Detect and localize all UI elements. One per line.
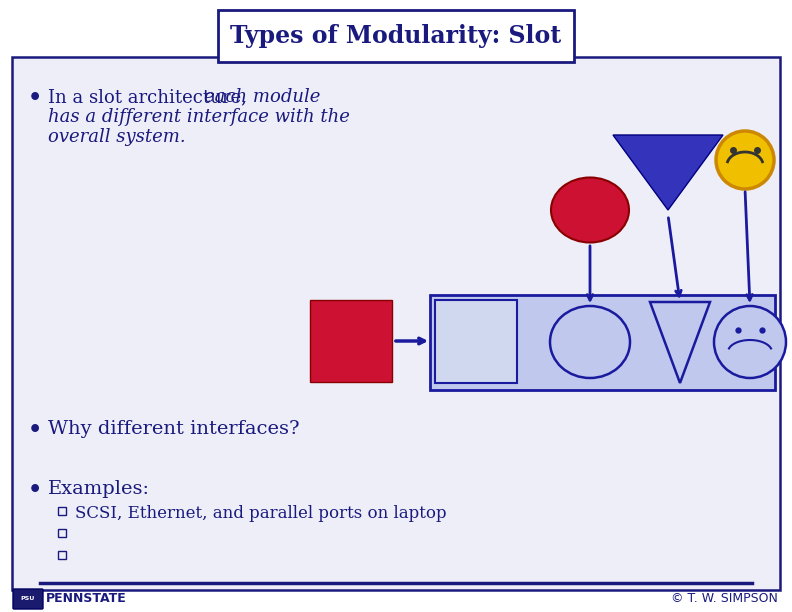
Bar: [435, 300, 517, 383]
Text: In a slot architecture,: In a slot architecture,: [48, 88, 253, 106]
Text: Types of Modularity: Slot: Types of Modularity: Slot: [230, 24, 562, 48]
FancyBboxPatch shape: [12, 57, 780, 590]
Text: overall system.: overall system.: [48, 128, 185, 146]
Text: PENNSTATE: PENNSTATE: [46, 592, 127, 605]
Text: has a different interface with the: has a different interface with the: [48, 108, 350, 126]
Bar: [310, 300, 392, 382]
Ellipse shape: [551, 177, 629, 242]
Bar: [58, 551, 66, 559]
Text: •: •: [28, 480, 42, 500]
Text: each module: each module: [204, 88, 321, 106]
Polygon shape: [613, 135, 723, 210]
FancyBboxPatch shape: [13, 589, 43, 609]
Text: Why different interfaces?: Why different interfaces?: [48, 420, 299, 438]
Text: Examples:: Examples:: [48, 480, 150, 498]
Text: SCSI, Ethernet, and parallel ports on laptop: SCSI, Ethernet, and parallel ports on la…: [75, 505, 447, 522]
FancyBboxPatch shape: [218, 10, 574, 62]
Text: PSU: PSU: [21, 597, 35, 602]
Bar: [430, 295, 775, 390]
Bar: [58, 529, 66, 537]
Text: © T. W. SIMPSON: © T. W. SIMPSON: [671, 592, 778, 605]
Text: •: •: [28, 420, 42, 440]
Ellipse shape: [550, 306, 630, 378]
Ellipse shape: [716, 131, 774, 189]
Text: •: •: [28, 88, 42, 108]
Polygon shape: [650, 302, 710, 383]
Bar: [58, 507, 66, 515]
Ellipse shape: [714, 306, 786, 378]
